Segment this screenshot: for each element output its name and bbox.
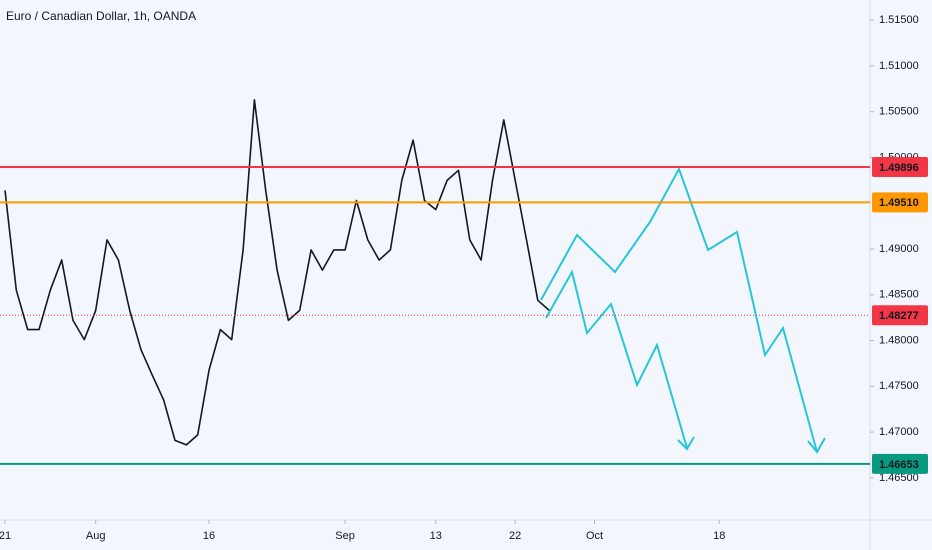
x-tick-label: 22: [509, 530, 521, 542]
x-tick-label: Aug: [86, 530, 106, 542]
y-tick-label: 1.47000: [879, 426, 919, 438]
level-label-box: [872, 192, 928, 213]
forecast-drawing: [540, 166, 826, 454]
y-tick-label: 1.46500: [879, 472, 919, 484]
price-line: [4, 99, 550, 446]
level-label-box: [872, 156, 928, 177]
y-tick-label: 1.47500: [879, 380, 919, 392]
x-tick-label: Sep: [335, 530, 355, 542]
y-tick-label: 1.49000: [879, 243, 919, 255]
level-label: 1.48277: [879, 310, 919, 322]
chart-title: Euro / Canadian Dollar, 1h, OANDA: [6, 9, 196, 23]
y-tick-label: 1.48000: [879, 334, 919, 346]
y-tick-label: 1.48500: [879, 289, 919, 301]
level-label-box: [872, 305, 928, 326]
forecast-path: [545, 269, 688, 449]
y-tick-label: 1.50500: [879, 106, 919, 118]
x-tick-label: 21: [0, 530, 11, 542]
level-label: 1.49510: [879, 197, 919, 209]
forecast-path: [540, 166, 818, 453]
forecast-arrowhead: [677, 436, 695, 451]
level-label: 1.46653: [879, 459, 919, 471]
x-tick-label: 16: [203, 530, 215, 542]
level-label-box: [872, 453, 928, 474]
y-tick-label: 1.51500: [879, 14, 919, 26]
level-label: 1.49896: [879, 162, 919, 174]
forecast-arrowhead: [807, 437, 826, 454]
y-tick-label: 1.51000: [879, 60, 919, 72]
x-tick-label: Oct: [586, 530, 603, 542]
x-tick-label: 13: [430, 530, 442, 542]
x-tick-label: 18: [713, 530, 725, 542]
